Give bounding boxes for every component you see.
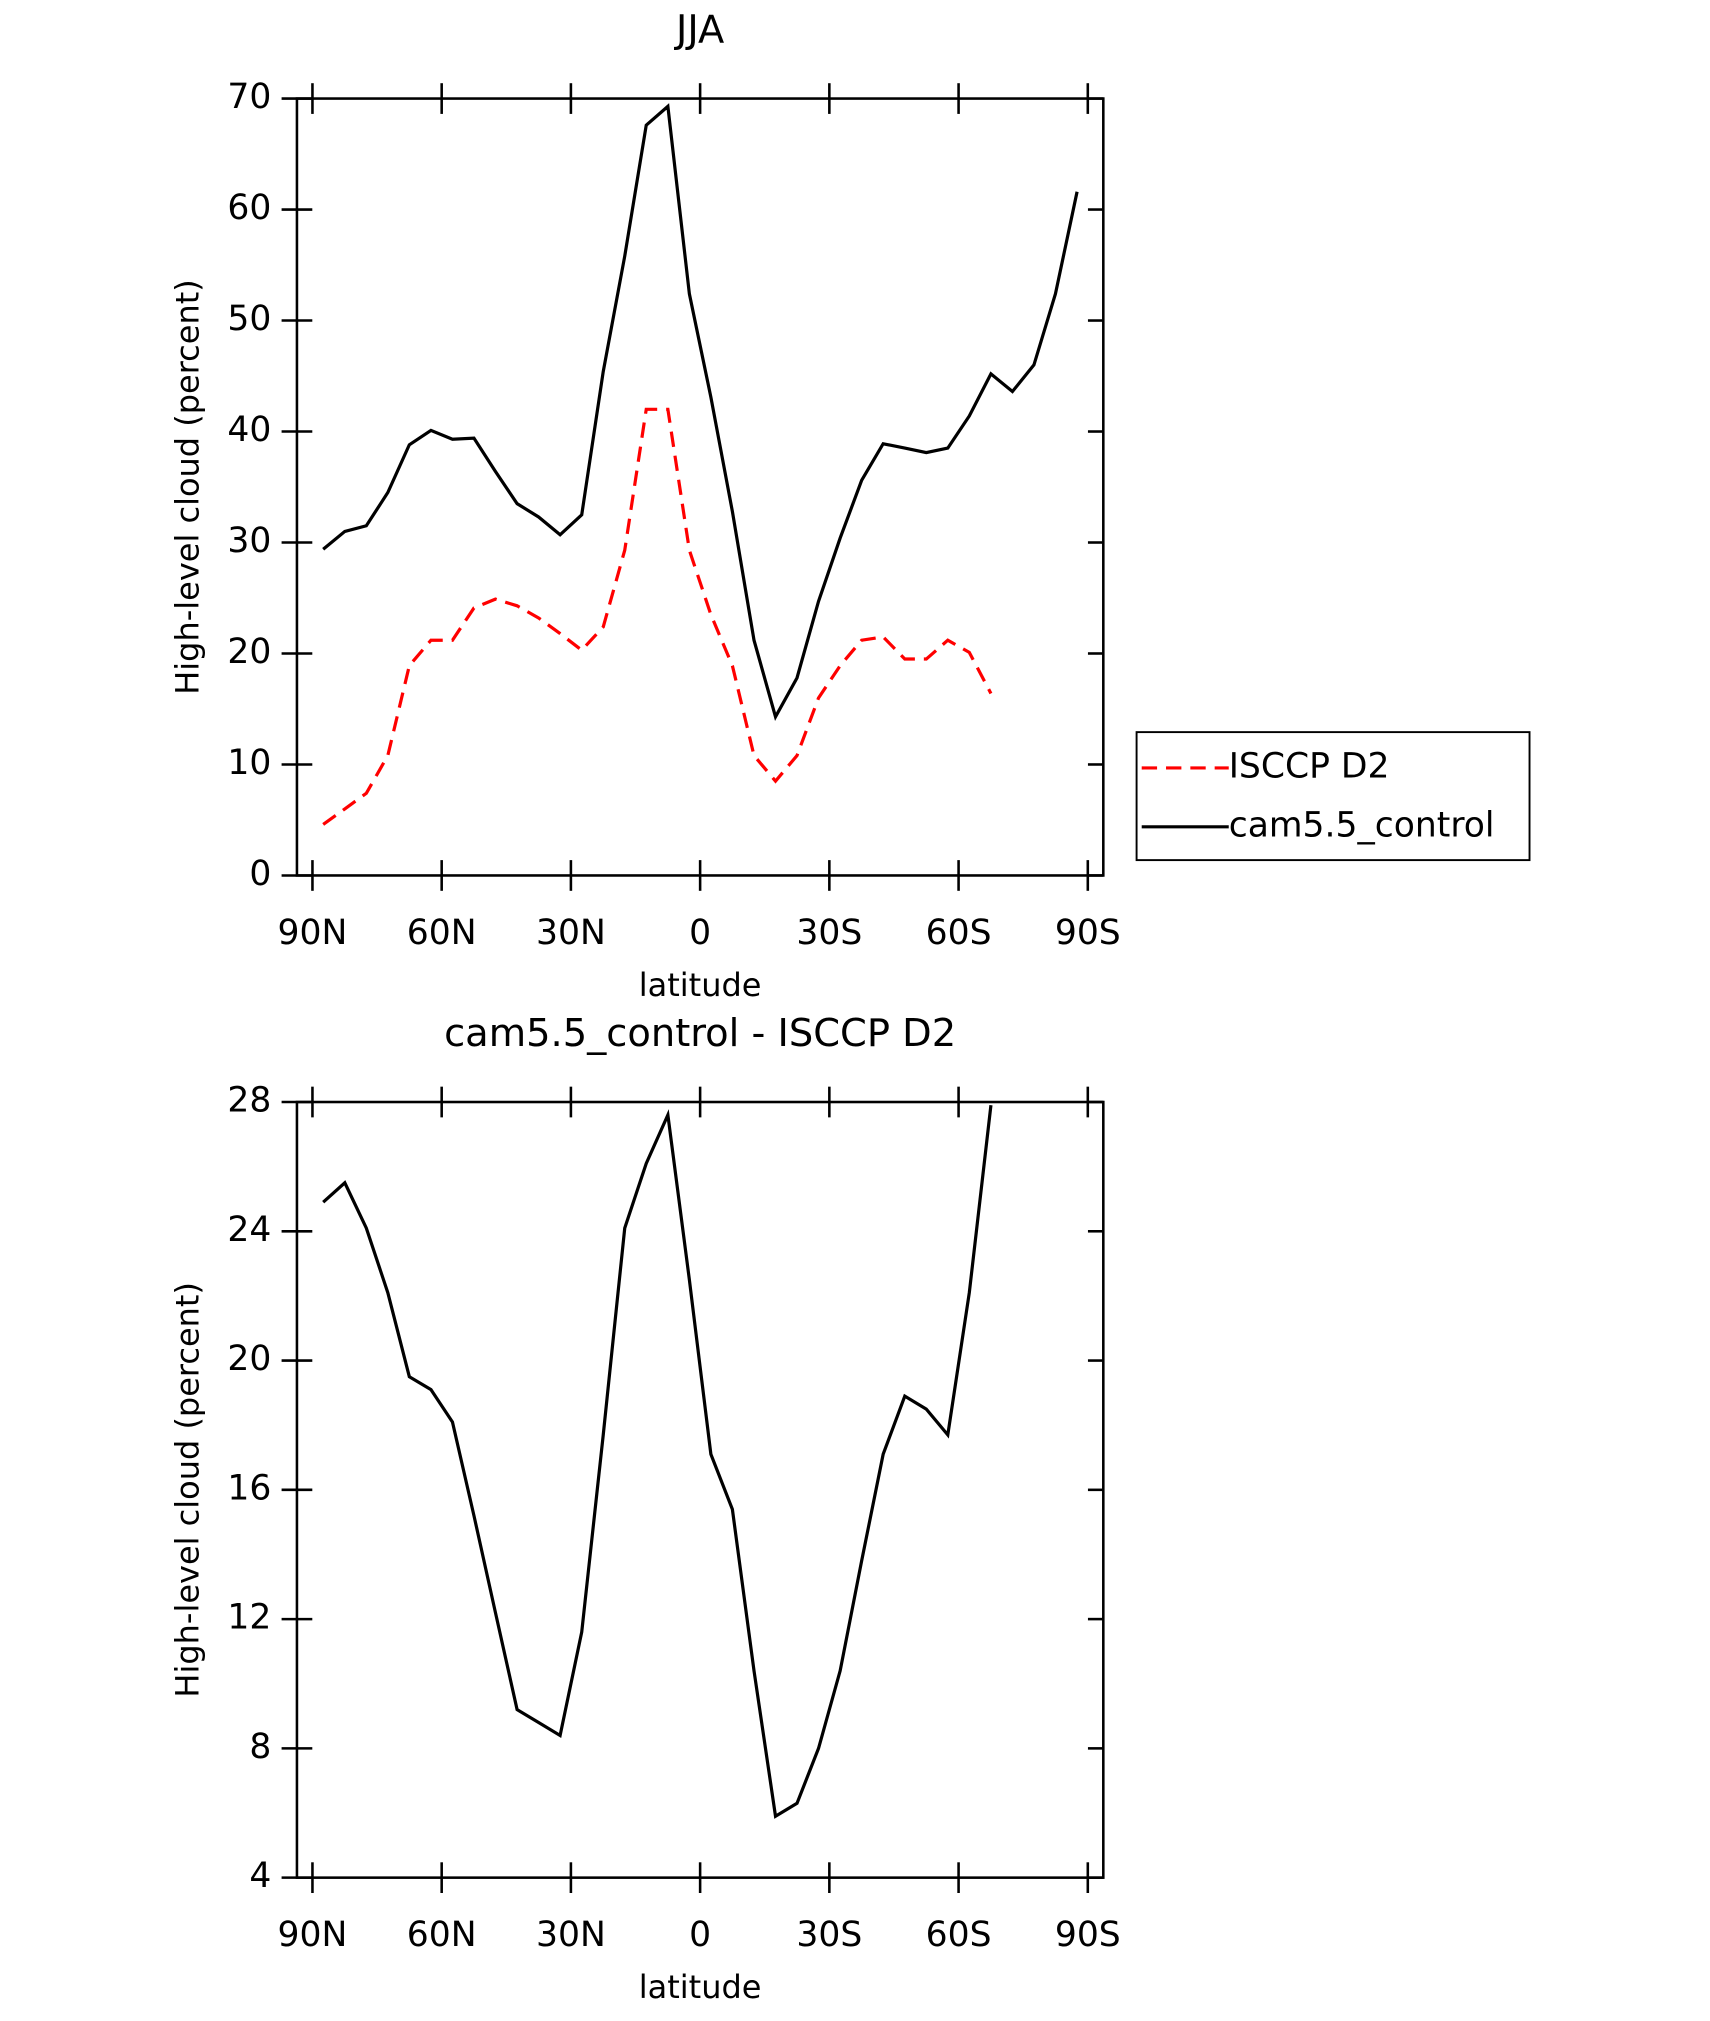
y-axis-label: High-level cloud (percent) <box>168 1282 206 1698</box>
x-tick-label: 90N <box>278 1915 348 1955</box>
y-axis-label: High-level cloud (percent) <box>168 279 206 695</box>
data-line <box>322 103 1079 721</box>
x-tick-label: 60N <box>407 913 477 953</box>
data-line <box>322 407 993 826</box>
y-tick-label: 24 <box>227 1210 271 1250</box>
y-tick-label: 40 <box>227 410 271 450</box>
x-tick-label: 30N <box>536 913 606 953</box>
y-tick-label: 20 <box>227 1339 271 1379</box>
x-axis-label: latitude <box>639 966 762 1004</box>
y-tick-label: 50 <box>227 299 271 339</box>
x-tick-label: 90N <box>278 913 348 953</box>
x-tick-label: 60S <box>926 1915 992 1955</box>
y-tick-label: 8 <box>249 1727 271 1767</box>
legend-label: cam5.5_control <box>1229 805 1495 845</box>
chart-title: JJA <box>674 7 724 52</box>
y-tick-label: 12 <box>227 1598 271 1638</box>
y-tick-label: 0 <box>249 854 271 894</box>
legend-box <box>1135 731 1531 862</box>
plot-frame <box>295 1100 1105 1879</box>
y-tick-label: 60 <box>227 188 271 228</box>
x-tick-label: 90S <box>1055 913 1121 953</box>
y-tick-label: 10 <box>227 743 271 783</box>
plot-frame <box>295 97 1105 877</box>
x-tick-label: 30S <box>796 913 862 953</box>
x-tick-label: 0 <box>689 913 711 953</box>
y-tick-label: 20 <box>227 632 271 672</box>
x-tick-label: 60S <box>926 913 992 953</box>
y-tick-label: 4 <box>249 1856 271 1896</box>
legend-label: ISCCP D2 <box>1229 746 1390 786</box>
y-tick-label: 30 <box>227 521 271 561</box>
x-tick-label: 30S <box>796 1915 862 1955</box>
x-axis-label: latitude <box>639 1968 762 2006</box>
data-line <box>322 1105 993 1819</box>
x-tick-label: 90S <box>1055 1915 1121 1955</box>
x-tick-label: 0 <box>689 1915 711 1955</box>
chart-title: cam5.5_control - ISCCP D2 <box>444 1011 956 1056</box>
y-tick-label: 70 <box>227 77 271 117</box>
y-tick-label: 16 <box>227 1468 271 1508</box>
x-tick-label: 60N <box>407 1915 477 1955</box>
y-tick-label: 28 <box>227 1081 271 1121</box>
x-tick-label: 30N <box>536 1915 606 1955</box>
